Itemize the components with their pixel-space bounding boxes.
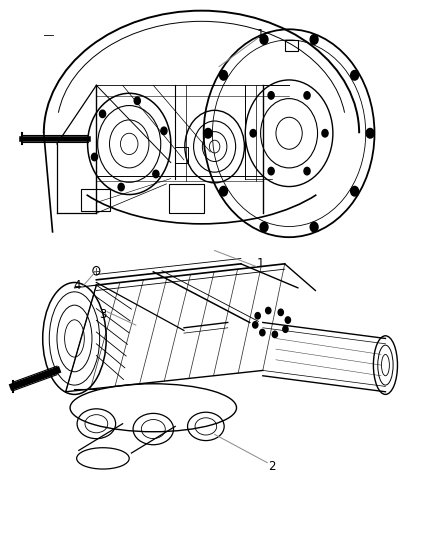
Circle shape xyxy=(204,128,212,138)
Text: 2: 2 xyxy=(268,460,276,473)
Circle shape xyxy=(250,130,256,137)
Bar xyxy=(285,40,298,51)
Text: 1: 1 xyxy=(257,257,265,270)
Circle shape xyxy=(366,128,374,138)
Circle shape xyxy=(260,35,268,44)
Circle shape xyxy=(161,127,167,134)
Circle shape xyxy=(310,222,318,232)
Circle shape xyxy=(285,317,290,323)
Circle shape xyxy=(253,322,258,328)
Circle shape xyxy=(322,130,328,137)
Circle shape xyxy=(255,312,260,319)
Text: 1: 1 xyxy=(257,28,265,41)
Circle shape xyxy=(310,35,318,44)
Circle shape xyxy=(134,97,140,104)
Circle shape xyxy=(219,187,227,196)
Circle shape xyxy=(265,308,271,314)
Circle shape xyxy=(304,167,310,175)
Text: 4: 4 xyxy=(73,279,81,292)
Circle shape xyxy=(351,187,359,196)
Circle shape xyxy=(272,331,278,337)
Circle shape xyxy=(153,170,159,177)
Circle shape xyxy=(283,326,288,333)
Circle shape xyxy=(118,183,124,191)
Circle shape xyxy=(278,309,283,316)
Circle shape xyxy=(304,92,310,99)
Circle shape xyxy=(99,110,106,118)
Circle shape xyxy=(351,70,359,80)
Circle shape xyxy=(268,167,274,175)
Circle shape xyxy=(260,329,265,336)
Circle shape xyxy=(92,154,98,161)
Circle shape xyxy=(268,92,274,99)
Circle shape xyxy=(219,70,227,80)
Text: 3: 3 xyxy=(99,308,106,321)
Circle shape xyxy=(260,222,268,232)
